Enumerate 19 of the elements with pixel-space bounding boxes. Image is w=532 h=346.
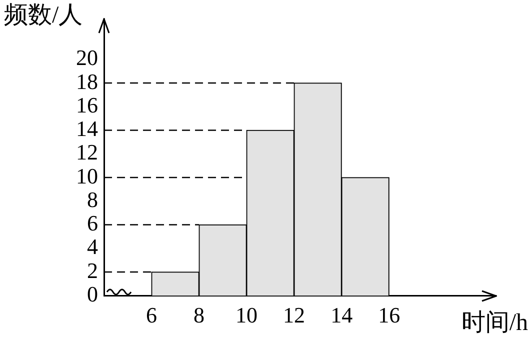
x-tick-label: 16 [378, 302, 400, 328]
y-tick-label: 18 [76, 68, 98, 94]
x-tick-label: 14 [330, 302, 353, 328]
x-axis-title: 时间/h [461, 310, 528, 336]
y-tick-label: 6 [87, 210, 98, 236]
y-tick-label: 2 [87, 258, 98, 283]
y-tick-label: 0 [87, 281, 98, 306]
y-tick-label: 12 [76, 140, 98, 165]
y-tick-label: 10 [76, 163, 98, 188]
x-tick-label: 12 [283, 302, 306, 328]
y-tick-label: 20 [76, 45, 98, 70]
x-tick-label: 6 [146, 302, 158, 328]
y-tick-label: 8 [87, 186, 98, 212]
y-tick-label: 4 [87, 234, 98, 260]
y-axis-title: 频数/人 [4, 2, 83, 28]
x-tick-label: 8 [194, 302, 205, 328]
y-tick-label: 14 [76, 116, 98, 142]
x-tick-label: 10 [236, 302, 258, 328]
y-tick-label: 16 [76, 92, 98, 118]
